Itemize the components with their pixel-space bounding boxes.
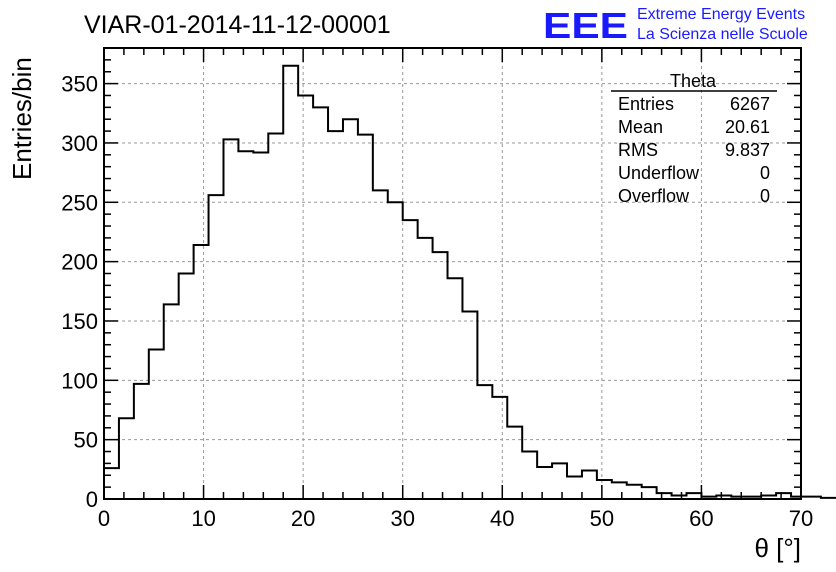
histogram-layer [103,64,836,500]
histogram-bin [418,238,433,499]
histogram-bin [462,311,477,499]
stats-row-value: 20.61 [725,117,770,137]
stats-row-label: Overflow [618,186,690,206]
histogram-bin [134,384,149,499]
histogram-bin [537,467,552,499]
y-tick-label: 200 [61,250,98,275]
histogram-bin [642,487,657,499]
grid [104,48,801,499]
stats-rows: Entries 6267 Mean 20.61 RMS 9.837 Underflow 0 Ov… [618,94,770,206]
axis-ticks [103,47,802,500]
stats-row-label: Underflow [618,163,700,183]
x-tick-label: 70 [789,506,813,531]
x-tick-label: 20 [291,506,315,531]
histogram-bin [388,202,403,499]
chart-title: VIAR-01-2014-11-12-00001 [84,11,391,39]
y-tick-label: 350 [61,72,98,97]
tick-labels: 0 10 20 30 40 50 60 70 0 50 100 150 200 250 300 350 [61,72,813,531]
y-tick-label: 250 [61,190,98,215]
x-tick-label: 40 [490,506,514,531]
brand-line-1: Extreme Energy Events [637,6,805,23]
histogram-bin [223,139,238,499]
histogram-outline [103,64,836,499]
y-tick-label: 50 [74,428,98,453]
histogram-bin [298,95,313,499]
histogram-bin [164,304,179,499]
stats-box: Theta Entries 6267 Mean 20.61 RMS 9.837 Underf… [611,71,777,206]
stats-row-label: Entries [618,94,674,114]
stats-row-label: RMS [618,140,658,160]
histogram-bin [403,220,418,499]
histogram-bin [179,274,194,500]
eee-logo: EEE [543,5,628,46]
y-tick-label: 0 [86,487,98,512]
stats-row-value: 9.837 [725,140,770,160]
histogram-bin [507,427,522,499]
histogram-bin [612,482,627,499]
histogram-bin [597,480,612,499]
histogram-bin [209,195,224,499]
histogram-bin [194,245,209,499]
histogram-bin [343,119,358,499]
histogram-bin [627,485,642,499]
histogram-bin [448,278,463,499]
histogram-bin [522,452,537,499]
histogram-bin [283,66,298,499]
histogram-bin [104,468,119,499]
x-tick-label: 0 [98,506,110,531]
y-tick-label: 100 [61,368,98,393]
histogram-bin [477,385,492,499]
histogram-bin [149,349,164,499]
stats-title: Theta [670,71,717,91]
histogram-bin [821,498,836,499]
histogram-bin [582,471,597,499]
brand-line-2: La Scienza nelle Scuole [637,26,808,43]
histogram-bin [253,152,268,499]
histogram-bin [268,133,283,499]
x-tick-label: 30 [390,506,414,531]
histogram-bin [492,397,507,499]
histogram-bin [567,476,582,499]
histogram-bin [433,252,448,499]
x-axis-label: θ [°] [754,533,801,563]
histogram-bin [119,418,134,499]
x-tick-label: 50 [590,506,614,531]
y-tick-label: 150 [61,309,98,334]
histogram-bin [373,190,388,499]
x-tick-label: 60 [689,506,713,531]
stats-row-value: 0 [760,163,770,183]
y-tick-label: 300 [61,131,98,156]
histogram-bin [328,131,343,499]
histogram-bin [238,151,253,499]
stats-row-value: 0 [760,186,770,206]
y-axis-label: Entries/bin [7,57,37,180]
stats-row-value: 6267 [730,94,770,114]
x-tick-label: 10 [191,506,215,531]
histogram-bin [552,463,567,499]
histogram-bin [806,497,821,499]
histogram-bin [313,107,328,499]
stats-row-label: Mean [618,117,663,137]
histogram-bin [358,135,373,499]
eee-branding: EEE Extreme Energy Events La Scienza nel… [543,5,808,46]
